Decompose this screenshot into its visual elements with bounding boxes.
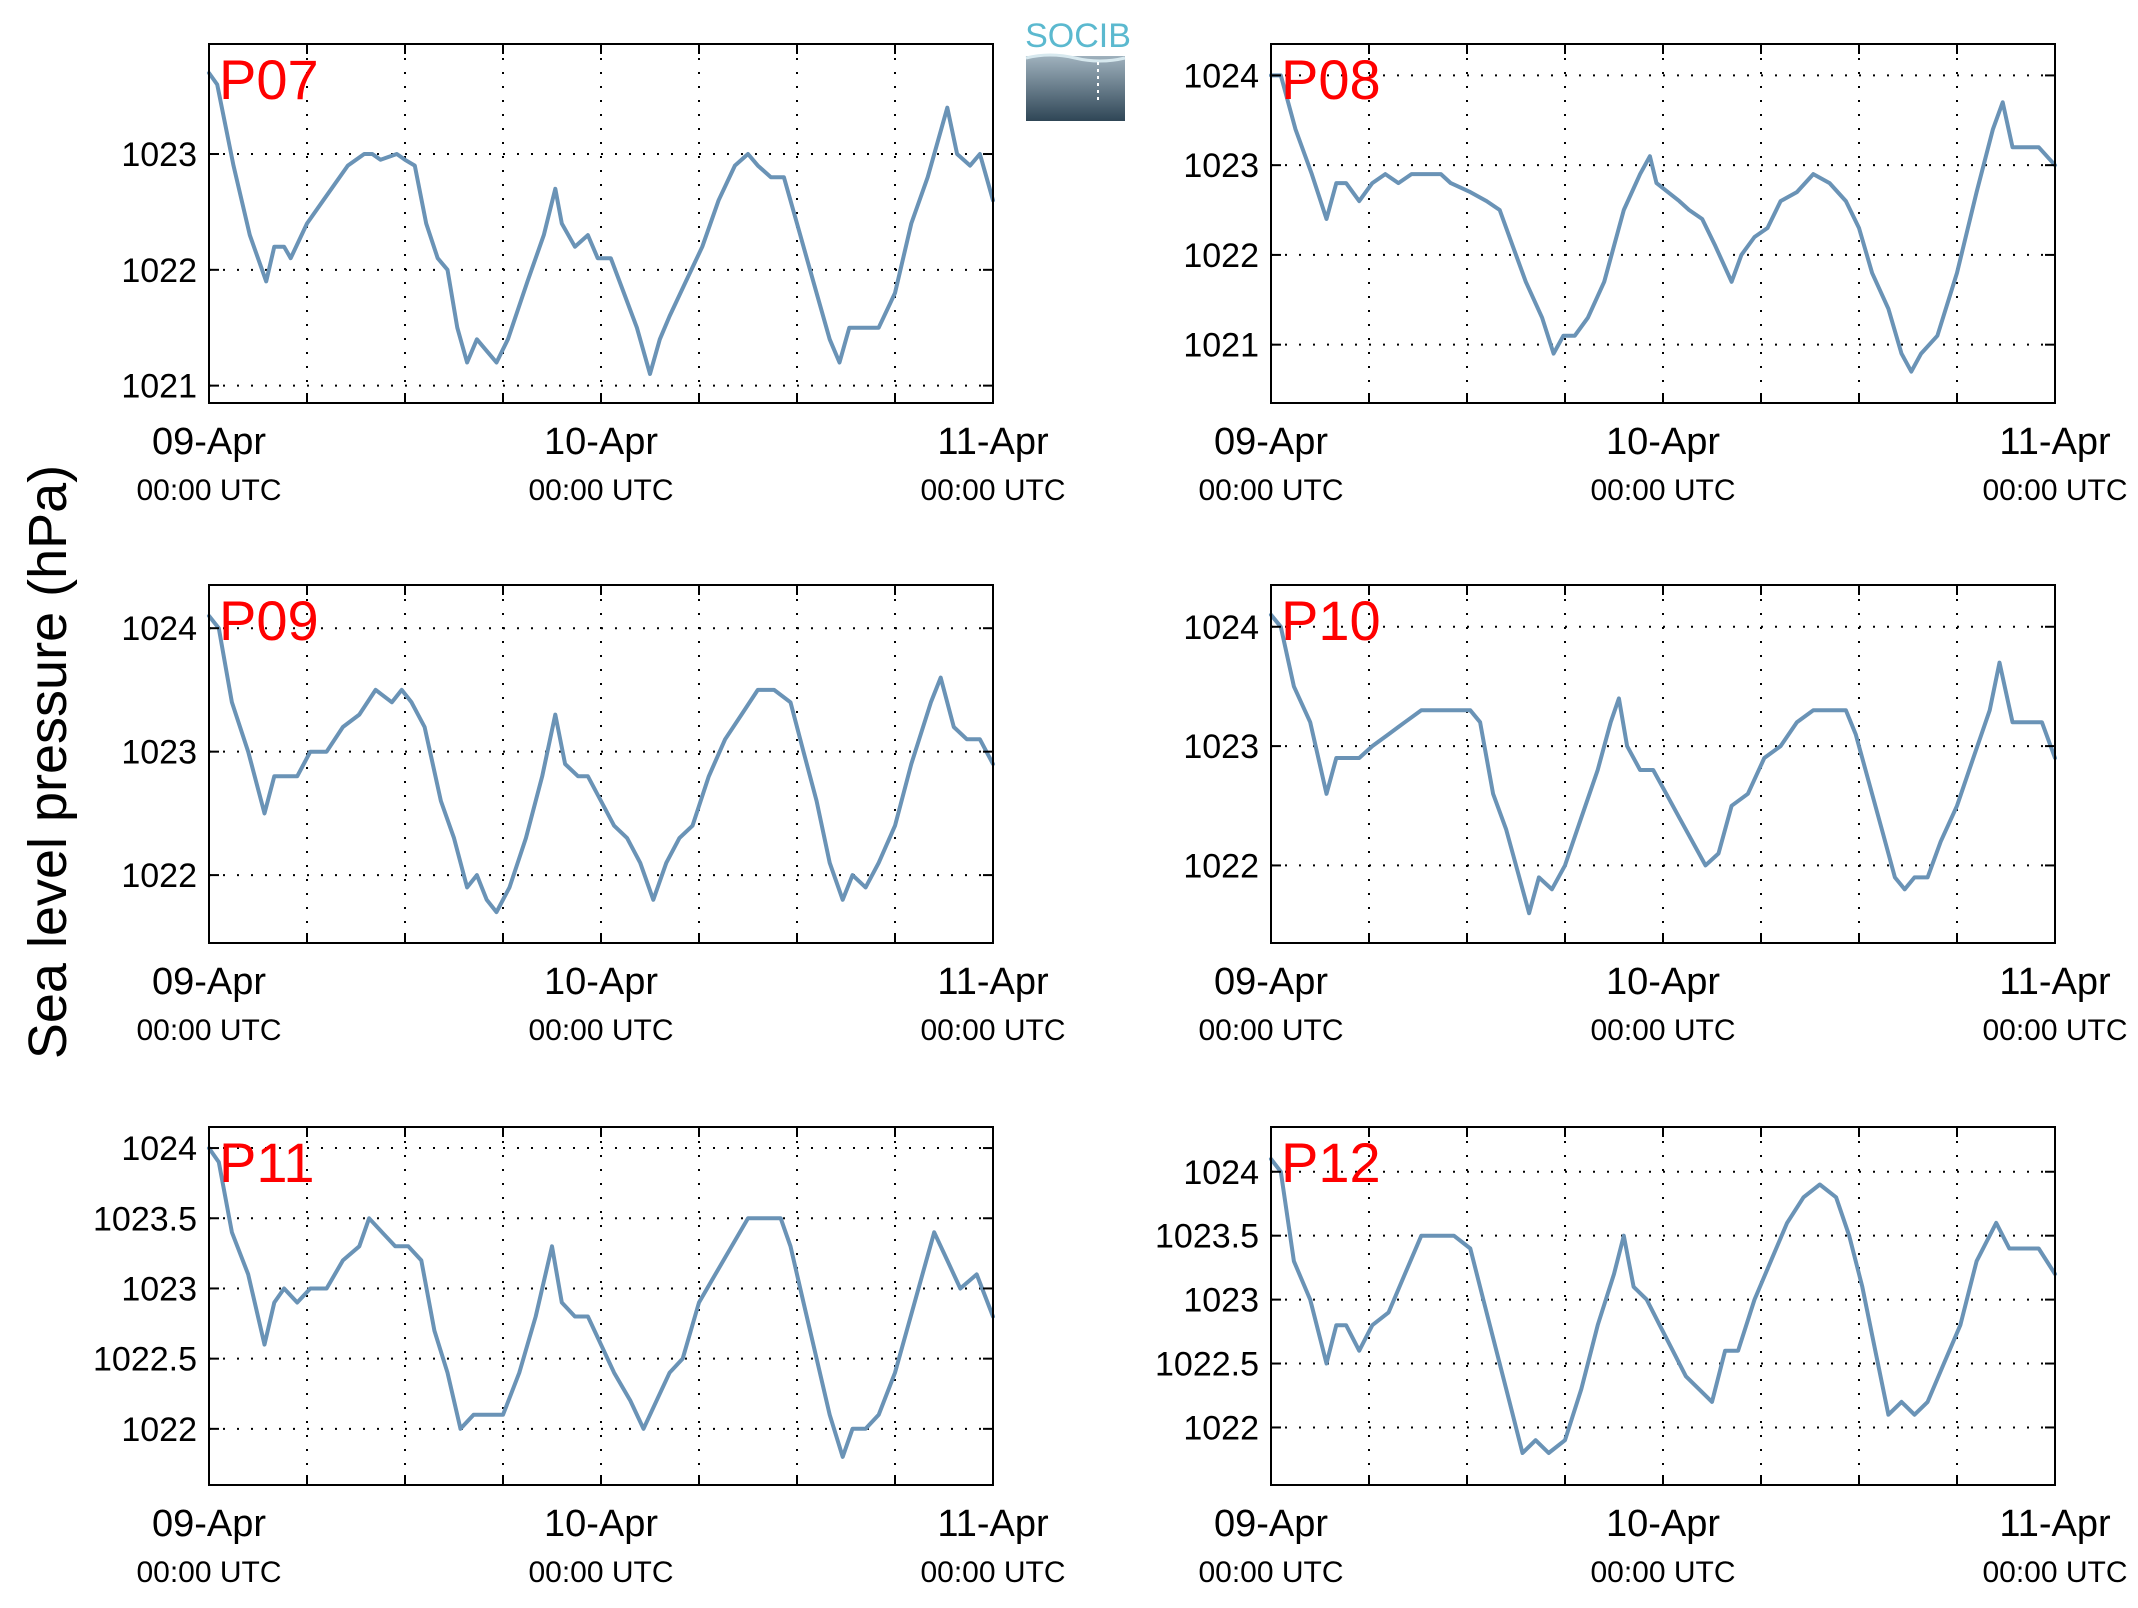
x-tick-label-date: 11-Apr [937, 1503, 1049, 1545]
y-tick-label: 1022 [121, 1411, 197, 1449]
y-tick-label: 1023.5 [1155, 1218, 1259, 1256]
x-tick-label-date: 11-Apr [1999, 961, 2111, 1003]
x-tick-label-date: 10-Apr [544, 961, 658, 1003]
x-tick-label-time: 00:00 UTC [136, 1556, 281, 1589]
x-tick-label-date: 10-Apr [544, 1503, 658, 1545]
x-tick-label-date: 11-Apr [937, 421, 1049, 463]
panel-label-p08: P08 [1281, 48, 1381, 111]
x-tick-label-date: 09-Apr [152, 421, 266, 463]
x-tick-label-time: 00:00 UTC [528, 1014, 673, 1047]
x-tick-label-time: 00:00 UTC [920, 1014, 1065, 1047]
panel-label-p11: P11 [219, 1131, 314, 1194]
x-tick-label-date: 10-Apr [1606, 1503, 1720, 1545]
axes-frame [1270, 43, 2056, 404]
x-tick-label-time: 00:00 UTC [1982, 474, 2127, 507]
panel-label-p10: P10 [1281, 589, 1381, 652]
y-tick-label: 1024 [1183, 57, 1259, 95]
y-tick-label: 1022.5 [1155, 1346, 1259, 1384]
panel-label-p09: P09 [219, 589, 319, 652]
axes-frame [208, 43, 994, 404]
series-line-p08 [1269, 73, 2057, 374]
panel-label-p07: P07 [219, 48, 319, 111]
socib-logo-text: SOCIB [1025, 17, 1131, 55]
y-tick-label: 1024 [1183, 609, 1259, 647]
y-tick-label: 1021 [121, 368, 197, 406]
x-tick-label-date: 10-Apr [1606, 961, 1720, 1003]
x-tick-label-date: 11-Apr [1999, 421, 2111, 463]
x-tick-label-time: 00:00 UTC [920, 1556, 1065, 1589]
socib-logo-mark [1026, 56, 1125, 121]
y-tick-label: 1022 [1183, 847, 1259, 885]
x-tick-label-time: 00:00 UTC [528, 474, 673, 507]
x-tick-label-time: 00:00 UTC [1982, 1556, 2127, 1589]
x-tick-label-date: 09-Apr [1214, 1503, 1328, 1545]
x-tick-label-time: 00:00 UTC [1198, 474, 1343, 507]
socib-logo: SOCIB [1025, 17, 1131, 121]
series-line-p11 [207, 1146, 995, 1459]
x-tick-label-time: 00:00 UTC [1198, 1556, 1343, 1589]
x-tick-label-date: 11-Apr [1999, 1503, 2111, 1545]
y-tick-label: 1022 [121, 252, 197, 290]
y-axis-label: Sea level pressure (hPa) [18, 465, 78, 1059]
y-tick-label: 1024 [121, 1130, 197, 1168]
x-tick-label-date: 09-Apr [152, 961, 266, 1003]
x-tick-label-time: 00:00 UTC [1590, 1014, 1735, 1047]
y-tick-label: 1022.5 [93, 1341, 197, 1379]
x-tick-label-time: 00:00 UTC [920, 474, 1065, 507]
axes-frame [1270, 584, 2056, 944]
x-tick-label-time: 00:00 UTC [528, 1556, 673, 1589]
panel-label-p12: P12 [1281, 1131, 1381, 1194]
y-tick-label: 1023 [121, 734, 197, 772]
series-line-p09 [207, 613, 995, 915]
x-tick-label-date: 10-Apr [544, 421, 658, 463]
x-tick-label-date: 11-Apr [937, 961, 1049, 1003]
x-tick-label-date: 09-Apr [152, 1503, 266, 1545]
y-tick-label: 1024 [121, 610, 197, 648]
x-tick-label-time: 00:00 UTC [136, 474, 281, 507]
x-tick-label-time: 00:00 UTC [1198, 1014, 1343, 1047]
x-tick-label-time: 00:00 UTC [136, 1014, 281, 1047]
y-tick-label: 1023 [1183, 1282, 1259, 1320]
axes-frame [1270, 1126, 2056, 1486]
y-tick-label: 1023 [121, 1270, 197, 1308]
y-tick-label: 1023 [1183, 147, 1259, 185]
y-tick-label: 1024 [1183, 1154, 1259, 1192]
y-tick-label: 1022 [1183, 237, 1259, 275]
series-line-p10 [1269, 612, 2057, 916]
y-tick-label: 1021 [1183, 327, 1259, 365]
x-tick-label-time: 00:00 UTC [1982, 1014, 2127, 1047]
axes-frame [208, 584, 994, 944]
y-tick-label: 1023 [121, 136, 197, 174]
x-tick-label-date: 09-Apr [1214, 961, 1328, 1003]
x-tick-label-date: 09-Apr [1214, 421, 1328, 463]
x-tick-label-time: 00:00 UTC [1590, 1556, 1735, 1589]
y-tick-label: 1022 [1183, 1409, 1259, 1447]
y-tick-label: 1022 [121, 857, 197, 895]
axes-frame [208, 1126, 994, 1486]
series-line-p12 [1269, 1157, 2057, 1455]
x-tick-label-date: 10-Apr [1606, 421, 1720, 463]
y-tick-label: 1023 [1183, 728, 1259, 766]
x-tick-label-time: 00:00 UTC [1590, 474, 1735, 507]
y-tick-label: 1023.5 [93, 1200, 197, 1238]
series-line-p07 [207, 71, 995, 376]
